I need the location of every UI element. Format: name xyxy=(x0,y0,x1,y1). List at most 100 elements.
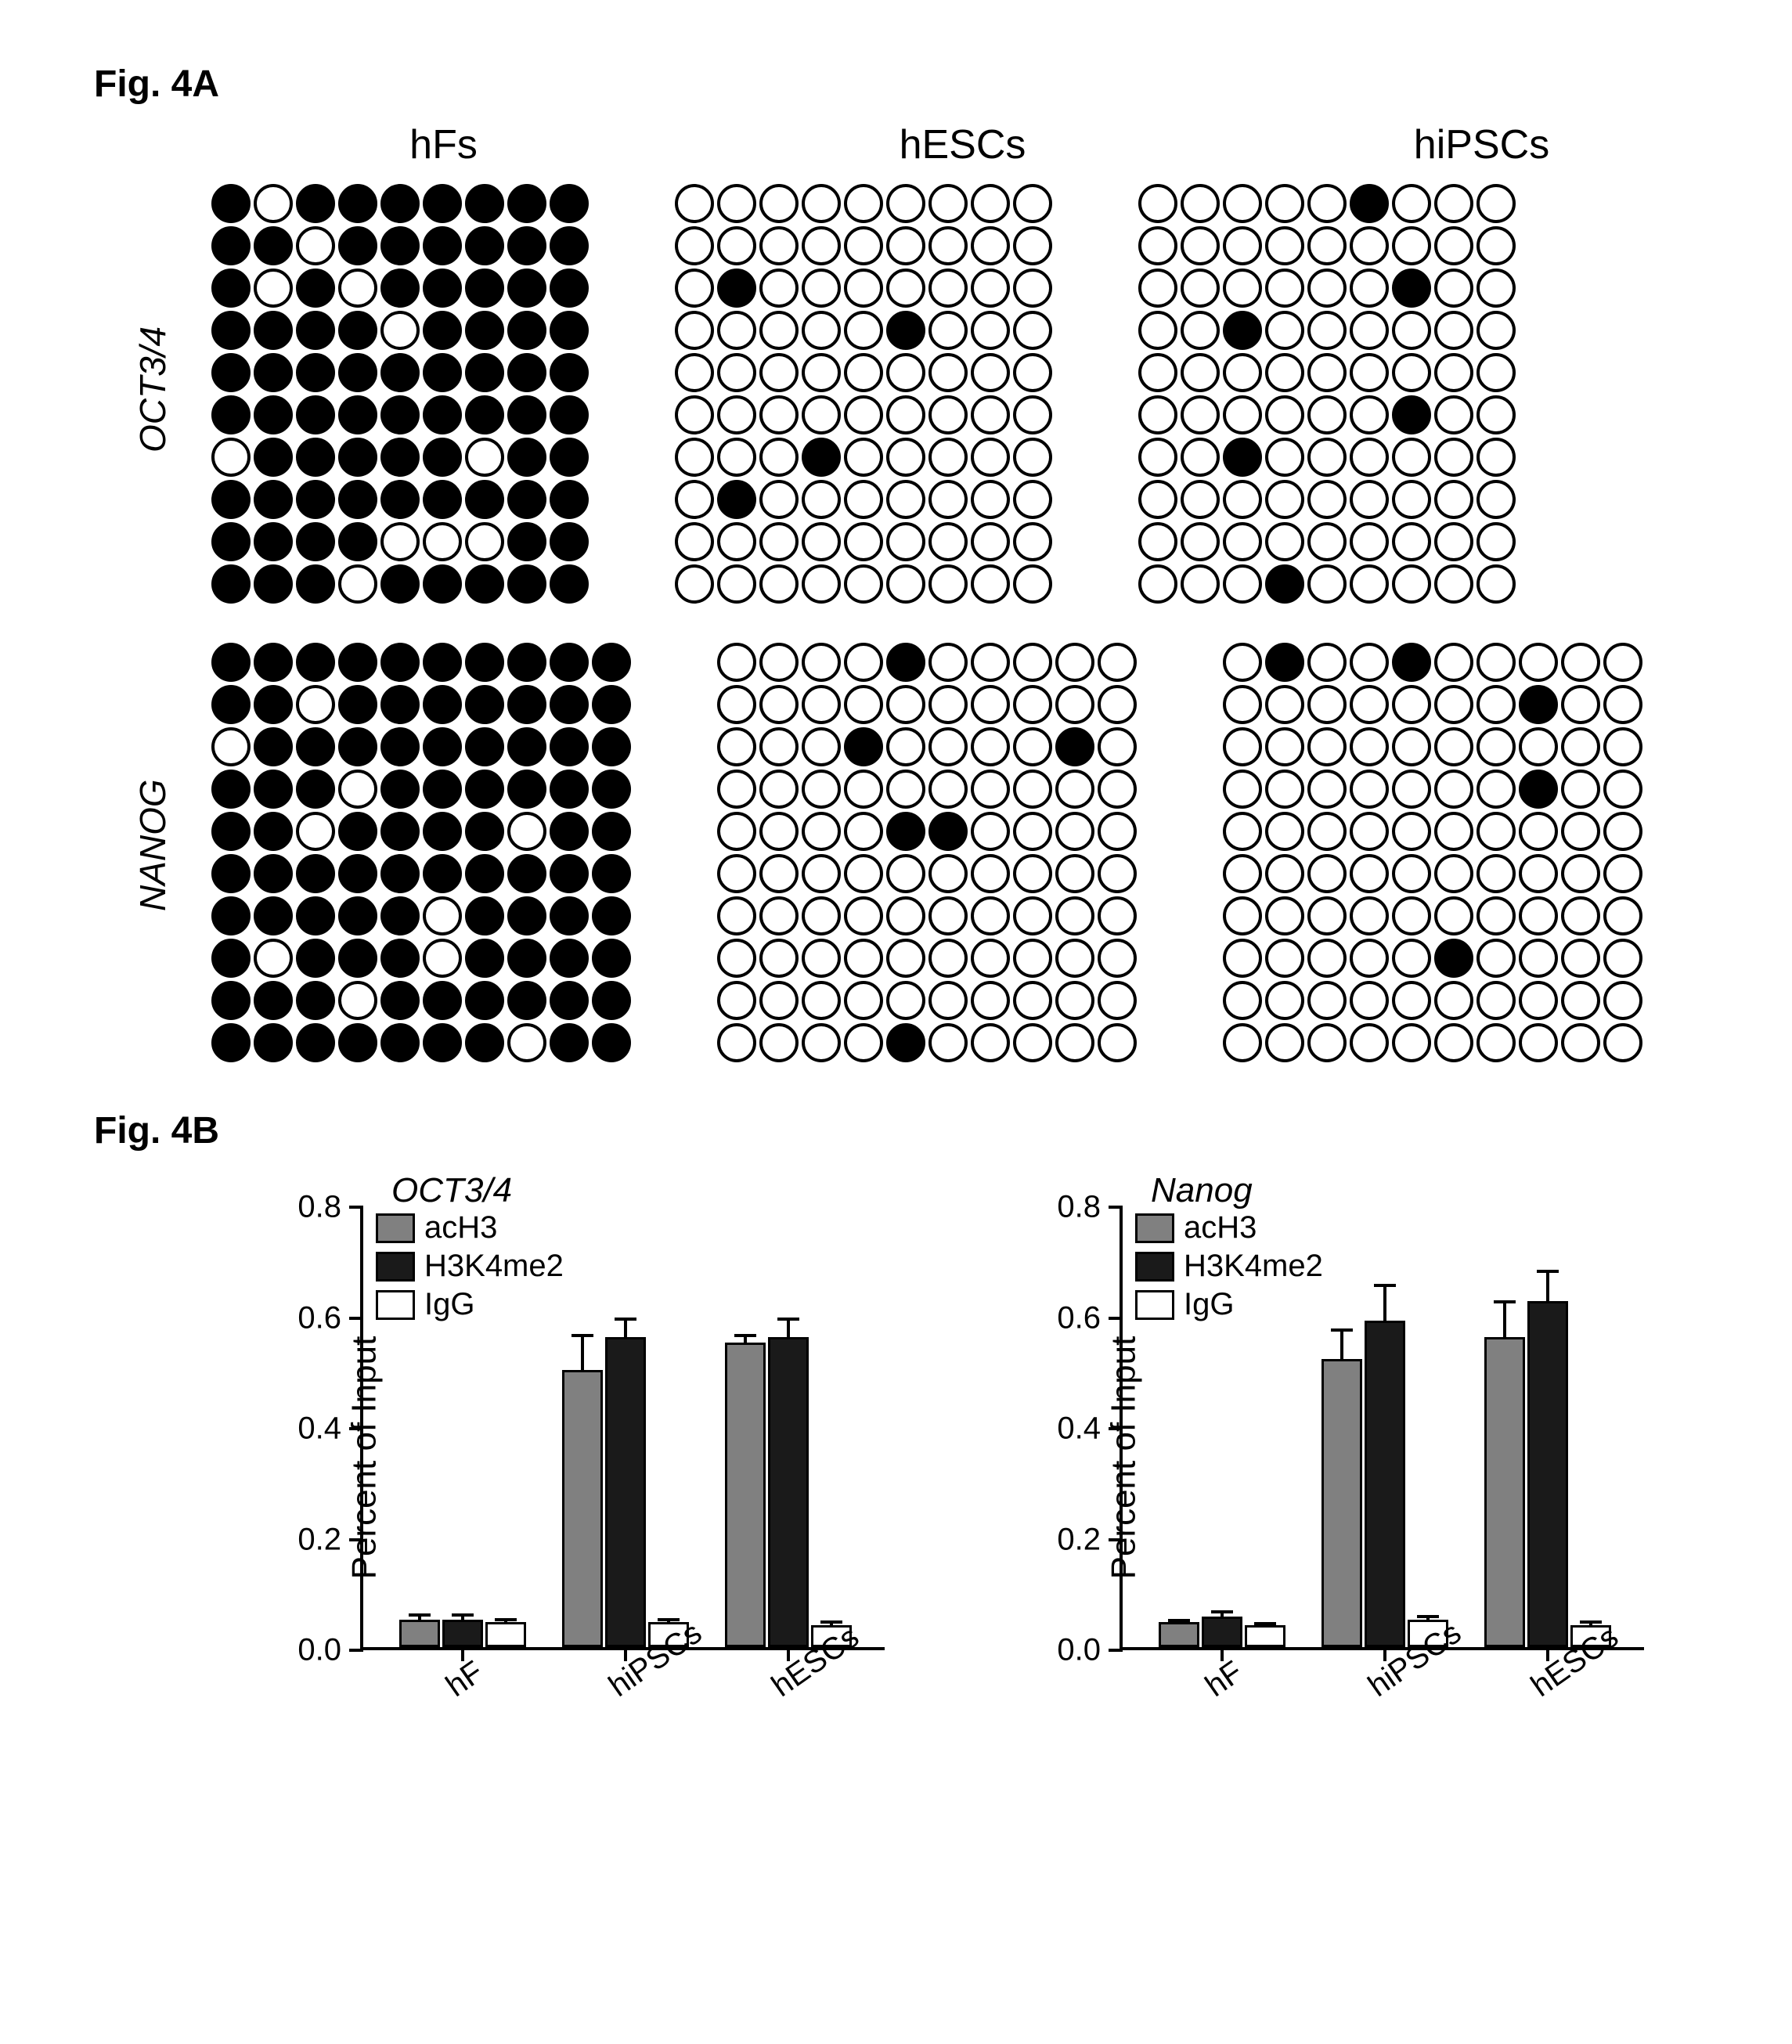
dot-unmethylated xyxy=(971,727,1010,766)
dot-methylated xyxy=(928,812,968,851)
dot-unmethylated xyxy=(928,770,968,809)
dot-unmethylated xyxy=(1223,269,1262,308)
dot-methylated xyxy=(254,727,293,766)
dot-unmethylated xyxy=(1519,981,1558,1020)
dot-unmethylated xyxy=(971,480,1010,519)
dot-methylated xyxy=(423,353,462,392)
dot-unmethylated xyxy=(1223,353,1262,392)
dot-methylated xyxy=(296,522,335,561)
col-header-hfs: hFs xyxy=(227,121,660,168)
dot-row xyxy=(1138,564,1516,604)
dot-methylated xyxy=(550,770,589,809)
dot-unmethylated xyxy=(928,480,968,519)
dot-unmethylated xyxy=(886,854,925,893)
dot-unmethylated xyxy=(1181,395,1220,434)
dot-unmethylated xyxy=(759,770,799,809)
dot-unmethylated xyxy=(1350,770,1389,809)
dot-unmethylated xyxy=(802,480,841,519)
dot-unmethylated xyxy=(338,269,377,308)
dot-unmethylated xyxy=(1013,727,1052,766)
dot-methylated xyxy=(886,311,925,350)
fig4b-container: OCT3/4acH3H3K4me2IgGPercent of Input0.00… xyxy=(219,1176,1698,1708)
dot-methylated xyxy=(380,685,420,724)
dot-unmethylated xyxy=(675,564,714,604)
dot-row xyxy=(717,854,1137,893)
dot-unmethylated xyxy=(1307,438,1347,477)
col-header-hipscs: hiPSCs xyxy=(1265,121,1698,168)
dot-methylated xyxy=(592,896,631,935)
dot-unmethylated xyxy=(1434,269,1473,308)
dot-unmethylated xyxy=(211,438,251,477)
dot-row xyxy=(717,939,1137,978)
dot-unmethylated xyxy=(1265,353,1304,392)
x-tick-label: hF xyxy=(1199,1654,1249,1704)
dot-methylated xyxy=(465,395,504,434)
dot-methylated xyxy=(338,812,377,851)
dot-unmethylated xyxy=(928,269,968,308)
dot-unmethylated xyxy=(1350,311,1389,350)
dot-methylated xyxy=(380,438,420,477)
dot-methylated xyxy=(550,395,589,434)
dot-methylated xyxy=(380,854,420,893)
dot-unmethylated xyxy=(1265,939,1304,978)
dot-row xyxy=(717,727,1137,766)
dot-methylated xyxy=(1223,438,1262,477)
dot-methylated xyxy=(507,896,546,935)
y-tick-label: 0.2 xyxy=(297,1522,363,1557)
dot-unmethylated xyxy=(1561,685,1600,724)
dot-methylated xyxy=(465,727,504,766)
dot-methylated xyxy=(254,685,293,724)
fig4a-label: Fig. 4A xyxy=(94,63,1698,106)
dot-unmethylated xyxy=(1098,685,1137,724)
dot-row xyxy=(717,643,1137,682)
dot-unmethylated xyxy=(1434,184,1473,223)
dot-unmethylated xyxy=(675,226,714,265)
dot-methylated xyxy=(211,564,251,604)
dot-unmethylated xyxy=(844,438,883,477)
error-bar xyxy=(1589,1620,1592,1627)
dot-unmethylated xyxy=(928,854,968,893)
dot-methylated xyxy=(465,812,504,851)
dot-methylated xyxy=(844,727,883,766)
dot-methylated xyxy=(254,353,293,392)
dot-unmethylated xyxy=(1307,269,1347,308)
bar xyxy=(1202,1617,1242,1647)
dot-unmethylated xyxy=(928,564,968,604)
dot-unmethylated xyxy=(1519,812,1558,851)
dot-unmethylated xyxy=(1265,226,1304,265)
dot-row xyxy=(211,1023,631,1062)
dot-unmethylated xyxy=(759,896,799,935)
dot-unmethylated xyxy=(380,311,420,350)
bar-group xyxy=(1484,1301,1611,1647)
dot-methylated xyxy=(338,522,377,561)
dot-unmethylated xyxy=(802,981,841,1020)
dot-unmethylated xyxy=(1013,770,1052,809)
dot-unmethylated xyxy=(1307,854,1347,893)
dot-unmethylated xyxy=(717,522,756,561)
dot-unmethylated xyxy=(1603,939,1642,978)
dot-unmethylated xyxy=(1181,311,1220,350)
dot-unmethylated xyxy=(1434,770,1473,809)
dot-unmethylated xyxy=(886,564,925,604)
dot-row xyxy=(717,685,1137,724)
chart-title: OCT3/4 xyxy=(391,1171,512,1210)
error-bar xyxy=(667,1618,670,1624)
dot-unmethylated xyxy=(1477,311,1516,350)
dot-unmethylated xyxy=(844,643,883,682)
dot-unmethylated xyxy=(971,269,1010,308)
dot-unmethylated xyxy=(1477,685,1516,724)
dot-unmethylated xyxy=(675,184,714,223)
dot-unmethylated xyxy=(759,438,799,477)
gene-row: OCT3/4 xyxy=(94,184,1698,604)
dot-methylated xyxy=(507,353,546,392)
dot-unmethylated xyxy=(1477,226,1516,265)
dot-methylated xyxy=(423,311,462,350)
dot-unmethylated xyxy=(675,269,714,308)
dot-unmethylated xyxy=(1392,939,1431,978)
dot-unmethylated xyxy=(1181,184,1220,223)
dot-unmethylated xyxy=(717,727,756,766)
dot-unmethylated xyxy=(423,522,462,561)
dot-methylated xyxy=(296,1023,335,1062)
dot-methylated xyxy=(592,939,631,978)
dot-row xyxy=(675,395,1052,434)
